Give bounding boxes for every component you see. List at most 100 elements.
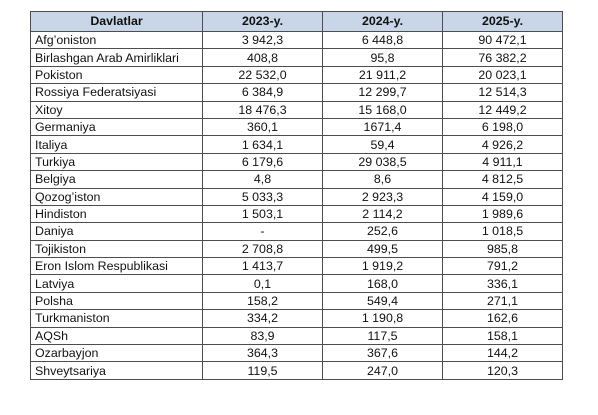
header-2024: 2024-y. xyxy=(322,11,443,32)
table-row: AQSh 83,9 117,5 158,1 xyxy=(30,326,563,346)
country-cell: Ozarbayjon xyxy=(30,344,203,363)
value-cell: 117,5 xyxy=(322,326,443,346)
country-cell: Turkmaniston xyxy=(30,309,203,328)
value-cell: 0,1 xyxy=(202,274,323,293)
value-cell: 336,1 xyxy=(442,274,563,293)
value-cell: 158,1 xyxy=(442,326,563,346)
header-row: Davlatlar 2023-y. 2024-y. 2025-y. xyxy=(30,11,563,32)
value-cell: 83,9 xyxy=(202,326,323,346)
value-cell: 95,8 xyxy=(322,48,443,67)
value-cell: 6 179,6 xyxy=(202,152,323,172)
value-cell: 985,8 xyxy=(442,239,563,259)
value-cell: 408,8 xyxy=(202,48,323,67)
table-row: Daniya -252,6 1 018,5 xyxy=(30,222,563,241)
country-cell: Tojikiston xyxy=(30,239,203,259)
value-cell: 1671,4 xyxy=(322,117,443,137)
table-row: Turkmaniston 334,2 1 190,8 162,6 xyxy=(30,309,563,328)
value-cell: 367,6 xyxy=(322,344,443,363)
country-cell: Xitoy xyxy=(30,100,203,119)
value-cell: 90 472,1 xyxy=(442,30,563,50)
country-cell: Italiya xyxy=(30,135,203,154)
value-cell: 252,6 xyxy=(322,222,443,241)
value-cell: 5 033,3 xyxy=(202,187,323,206)
table-row: Latviya 0,1 168,0 336,1 xyxy=(30,274,563,293)
country-cell: Turkiya xyxy=(30,152,203,172)
table-row: Germaniya 360,1 1671,4 6 198,0 xyxy=(30,117,563,137)
table-row: Rossiya Federatsiyasi 6 384,9 12 299,7 12 5… xyxy=(30,83,563,102)
value-cell: - xyxy=(202,222,323,241)
country-cell: Birlashgan Arab Amirliklari xyxy=(30,48,203,67)
value-cell: 1 919,2 xyxy=(322,257,443,276)
table-row: Tojikiston 2 708,8 499,5 985,8 xyxy=(30,239,563,259)
table-row: Xitoy 18 476,3 15 168,0 12 449,2 xyxy=(30,100,563,119)
country-cell: Shveytsariya xyxy=(30,361,203,380)
value-cell: 1 634,1 xyxy=(202,135,323,154)
value-cell: 12 449,2 xyxy=(442,100,563,119)
value-cell: 76 382,2 xyxy=(442,48,563,67)
value-cell: 247,0 xyxy=(322,361,443,380)
value-cell: 364,3 xyxy=(202,344,323,363)
value-cell: 120,3 xyxy=(442,361,563,380)
value-cell: 1 503,1 xyxy=(202,204,323,224)
value-cell: 168,0 xyxy=(322,274,443,293)
table-row: Polsha 158,2 549,4 271,1 xyxy=(30,291,563,311)
value-cell: 791,2 xyxy=(442,257,563,276)
country-cell: Belgiya xyxy=(30,170,203,189)
header-country: Davlatlar xyxy=(30,11,203,32)
value-cell: 4 159,0 xyxy=(442,187,563,206)
value-cell: 1 190,8 xyxy=(322,309,443,328)
value-cell: 15 168,0 xyxy=(322,100,443,119)
value-cell: 12 299,7 xyxy=(322,83,443,102)
value-cell: 2 708,8 xyxy=(202,239,323,259)
value-cell: 29 038,5 xyxy=(322,152,443,172)
table-row: Eron Islom Respublikasi 1 413,7 1 919,2 791… xyxy=(30,257,563,276)
country-cell: Daniya xyxy=(30,222,203,241)
value-cell: 8,6 xyxy=(322,170,443,189)
table-row: Pokiston 22 532,0 21 911,2 20 023,1 xyxy=(30,65,563,85)
table-row: Hindiston 1 503,1 2 114,2 1 989,6 xyxy=(30,204,563,224)
country-cell: Pokiston xyxy=(30,65,203,85)
country-cell: Qozog’iston xyxy=(30,187,203,206)
value-cell: 20 023,1 xyxy=(442,65,563,85)
value-cell: 6 198,0 xyxy=(442,117,563,137)
value-cell: 4,8 xyxy=(202,170,323,189)
value-cell: 22 532,0 xyxy=(202,65,323,85)
value-cell: 334,2 xyxy=(202,309,323,328)
value-cell: 1 018,5 xyxy=(442,222,563,241)
value-cell: 59,4 xyxy=(322,135,443,154)
table-row: Ozarbayjon 364,3 367,6 144,2 xyxy=(30,344,563,363)
value-cell: 158,2 xyxy=(202,291,323,311)
table-row: Turkiya 6 179,6 29 038,5 4 911,1 xyxy=(30,152,563,172)
value-cell: 162,6 xyxy=(442,309,563,328)
value-cell: 119,5 xyxy=(202,361,323,380)
country-cell: Latviya xyxy=(30,274,203,293)
value-cell: 4 812,5 xyxy=(442,170,563,189)
table-row: Belgiya 4,8 8,6 4 812,5 xyxy=(30,170,563,189)
header-2025: 2025-y. xyxy=(442,11,563,32)
value-cell: 360,1 xyxy=(202,117,323,137)
value-cell: 271,1 xyxy=(442,291,563,311)
table-row: Birlashgan Arab Amirliklari 408,8 95,8 76 3… xyxy=(30,48,563,67)
country-cell: Afg’oniston xyxy=(30,30,203,50)
value-cell: 1 413,7 xyxy=(202,257,323,276)
countries-data-table: Davlatlar 2023-y. 2024-y. 2025-y. Afg’on… xyxy=(30,11,563,380)
value-cell: 12 514,3 xyxy=(442,83,563,102)
value-cell: 4 926,2 xyxy=(442,135,563,154)
value-cell: 144,2 xyxy=(442,344,563,363)
country-cell: AQSh xyxy=(30,326,203,346)
table-header: Davlatlar 2023-y. 2024-y. 2025-y. xyxy=(30,11,563,32)
value-cell: 6 448,8 xyxy=(322,30,443,50)
country-cell: Rossiya Federatsiyasi xyxy=(30,83,203,102)
value-cell: 18 476,3 xyxy=(202,100,323,119)
value-cell: 2 923,3 xyxy=(322,187,443,206)
country-cell: Hindiston xyxy=(30,204,203,224)
value-cell: 2 114,2 xyxy=(322,204,443,224)
table-row: Afg’oniston 3 942,3 6 448,8 90 472,1 xyxy=(30,30,563,50)
value-cell: 549,4 xyxy=(322,291,443,311)
country-cell: Polsha xyxy=(30,291,203,311)
value-cell: 1 989,6 xyxy=(442,204,563,224)
table-row: Italiya 1 634,1 59,4 4 926,2 xyxy=(30,135,563,154)
table-row: Qozog’iston 5 033,3 2 923,3 4 159,0 xyxy=(30,187,563,206)
value-cell: 4 911,1 xyxy=(442,152,563,172)
table-body: Afg’oniston 3 942,3 6 448,8 90 472,1 Birlash… xyxy=(30,30,563,380)
